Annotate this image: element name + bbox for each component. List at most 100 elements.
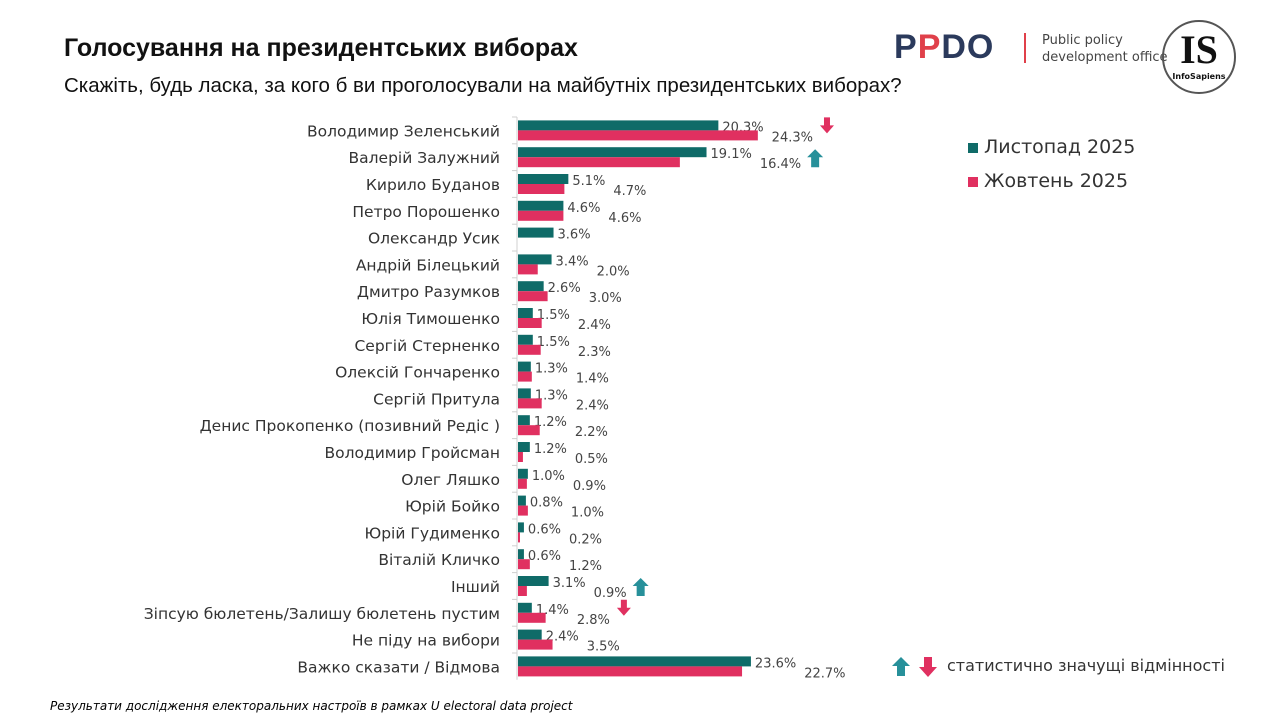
bar-october (518, 425, 540, 436)
bar-october (518, 344, 541, 355)
legend-item-october: Жовтень 2025 (968, 170, 1128, 192)
data-label: 1.2% (534, 442, 567, 457)
page-title: Голосування на президентських виборах (64, 34, 578, 62)
arrow-up-icon (632, 578, 649, 596)
bar-november (518, 120, 719, 131)
data-label: 1.2% (569, 559, 602, 574)
significance-legend-text: статистично значущі відмінності (947, 656, 1225, 675)
ppdo-tagline-2: development office (1042, 50, 1168, 65)
category-label: Юрій Гудименко (364, 524, 500, 542)
is-logo-text: InfoSapiens (1172, 72, 1226, 81)
arrow-down-icon (819, 117, 834, 134)
data-label: 5.1% (572, 174, 605, 189)
arrow-down-icon (616, 599, 631, 616)
category-label: Олексій Гончаренко (335, 364, 500, 382)
data-label: 3.4% (556, 254, 589, 269)
category-label: Юлія Тимошенко (361, 310, 500, 328)
data-label: 0.8% (530, 496, 563, 511)
bar-november (518, 388, 531, 399)
category-label: Денис Прокопенко (позивний Редіс ) (200, 417, 500, 435)
data-label: 1.4% (576, 372, 609, 387)
data-label: 0.6% (528, 522, 561, 537)
data-label: 1.0% (532, 469, 565, 484)
bar-october (518, 586, 527, 596)
bar-november (518, 334, 533, 345)
bar-november (518, 200, 564, 211)
bar-november (518, 522, 524, 533)
data-label: 1.5% (537, 308, 570, 323)
bar-october (518, 612, 546, 623)
category-label: Сергій Притула (373, 390, 500, 408)
category-label: Валерій Залужний (349, 149, 500, 167)
bar-october (518, 130, 758, 141)
bar-november (518, 442, 530, 452)
data-label: 1.0% (571, 506, 604, 521)
ppdo-tagline-1: Public policy (1042, 33, 1123, 48)
bar-november (518, 656, 751, 667)
legend-label: Жовтень 2025 (984, 170, 1129, 192)
category-label: Андрій Білецький (356, 256, 500, 274)
category-label: Сергій Стерненко (354, 337, 500, 355)
bar-november (518, 576, 549, 586)
data-label: 4.6% (608, 211, 641, 226)
category-label: Дмитро Разумков (357, 283, 500, 301)
category-label: Зіпсую бюлетень/Залишу бюлетень пустим (144, 605, 500, 623)
category-label: Олександр Усик (368, 230, 500, 248)
bar-november (518, 468, 528, 479)
data-label: 19.1% (711, 147, 752, 162)
bar-november (518, 174, 569, 184)
data-label: 3.5% (587, 640, 620, 655)
data-label: 4.7% (613, 184, 646, 199)
bar-november (518, 549, 524, 560)
arrow-up-icon (807, 149, 824, 168)
category-label: Віталій Кличко (378, 551, 500, 569)
data-label: 23.6% (755, 656, 796, 671)
is-logo-letters: IS (1180, 27, 1218, 72)
data-label: 3.0% (589, 291, 622, 306)
data-label: 0.5% (575, 452, 608, 467)
bar-november (518, 308, 533, 318)
arrow-up-icon (892, 657, 910, 676)
page-subtitle: Скажіть, будь ласка, за кого б ви прогол… (64, 74, 902, 97)
bar-october (518, 291, 548, 302)
bar-november (518, 495, 526, 506)
arrow-down-icon (919, 657, 937, 677)
legend-swatch (968, 176, 978, 187)
bar-november (518, 415, 530, 426)
category-label: Кирило Буданов (366, 176, 500, 194)
bar-october (518, 559, 530, 570)
bar-november (518, 629, 542, 640)
bar-october (518, 398, 542, 409)
data-label: 1.3% (535, 388, 568, 403)
data-label: 4.6% (567, 201, 600, 216)
bar-october (518, 264, 538, 275)
data-label: 1.3% (535, 362, 568, 377)
bar-november (518, 281, 544, 292)
data-label: 2.8% (577, 613, 610, 628)
ppdo-logo: PPDO (894, 28, 995, 66)
footer-note: Результати дослідження електоральних нас… (50, 699, 573, 713)
bar-october (518, 184, 565, 194)
data-label: 3.1% (553, 576, 586, 591)
bar-october (518, 478, 527, 489)
bar-november (518, 602, 532, 613)
data-label: 1.2% (534, 415, 567, 430)
category-label: Не піду на вибори (352, 632, 500, 650)
data-label: 0.9% (594, 586, 627, 601)
bar-october (518, 452, 523, 462)
category-label: Олег Ляшко (401, 471, 500, 489)
bar-october (518, 666, 743, 677)
legend-swatch (968, 142, 978, 153)
data-label: 2.6% (548, 281, 581, 296)
bar-october (518, 210, 564, 221)
bar-october (518, 639, 553, 650)
data-label: 0.6% (528, 549, 561, 564)
category-label: Володимир Зеленський (307, 122, 500, 140)
data-label: 2.4% (578, 318, 611, 333)
data-label: 0.9% (573, 479, 606, 494)
bar-october (518, 318, 542, 328)
category-label: Володимир Гройсман (324, 444, 500, 462)
data-label: 22.7% (804, 666, 845, 681)
data-label: 2.0% (597, 264, 630, 279)
